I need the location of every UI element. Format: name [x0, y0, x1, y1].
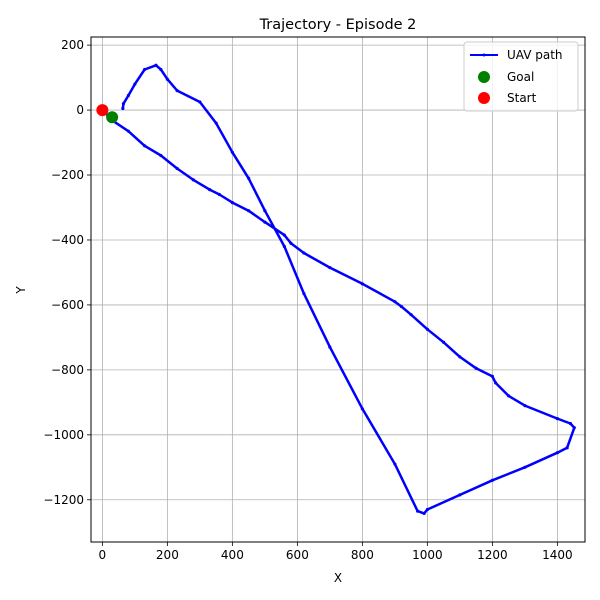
uav-path-point [121, 106, 125, 111]
legend-label-goal: Goal [507, 70, 534, 84]
uav-path-line [101, 64, 576, 515]
goal-marker [106, 111, 119, 124]
y-tick-label: −400 [51, 233, 84, 247]
legend-label-start: Start [507, 91, 537, 105]
uav-path-point [409, 313, 413, 317]
legend-label-uav-path: UAV path [507, 48, 563, 62]
x-grid [101, 37, 558, 542]
x-tick-label: 1400 [542, 548, 573, 562]
y-tick-label: 200 [61, 38, 84, 52]
uav-path-point [302, 251, 306, 255]
y-tick-label: −1000 [43, 428, 84, 442]
x-axis-ticks: 0 200 400 600 800 1000 1200 1400 [99, 542, 573, 562]
uav-path-point [422, 511, 426, 516]
uav-path-point [154, 63, 158, 67]
y-tick-label: −600 [51, 298, 84, 312]
uav-path-point [282, 233, 286, 237]
x-tick-label: 600 [286, 548, 309, 562]
uav-path-point [282, 244, 286, 249]
uav-path-point [208, 188, 212, 192]
x-tick-label: 0 [99, 548, 107, 562]
uav-path-point [442, 340, 446, 344]
x-tick-label: 200 [156, 548, 179, 562]
uav-path-point [143, 144, 147, 148]
uav-path-point [555, 451, 559, 455]
uav-path-point [302, 291, 306, 296]
uav-path-point [507, 394, 511, 398]
uav-path-point [289, 241, 293, 245]
x-axis-label: X [334, 571, 342, 585]
plot-frame [90, 36, 586, 543]
uav-path-point [126, 129, 130, 133]
uav-path-point [360, 282, 364, 286]
uav-path-point [523, 465, 527, 469]
uav-path-point [159, 67, 163, 72]
marker-layer [96, 104, 119, 124]
uav-path-point [328, 265, 332, 270]
uav-path-point [191, 178, 195, 182]
uav-path-point [393, 462, 397, 466]
y-axis-ticks: 200 0 −200 −400 −600 −800 −1000 −1200 [43, 38, 91, 507]
uav-path-point [175, 166, 179, 171]
uav-path-point [565, 446, 569, 450]
legend-box [463, 41, 579, 112]
uav-path-point [494, 381, 498, 385]
uav-path-point [247, 176, 251, 180]
x-tick-label: 1000 [412, 548, 443, 562]
uav-path-point [121, 101, 126, 106]
uav-path-point [474, 366, 478, 370]
uav-path-point [126, 93, 130, 98]
uav-path-point [328, 345, 332, 349]
y-tick-label: −200 [51, 168, 84, 182]
uav-path-point [165, 77, 169, 81]
uav-path-point [572, 426, 576, 430]
legend-marker-start [478, 92, 490, 104]
plot-area [91, 37, 585, 542]
uav-path-point [247, 209, 251, 213]
uav-path-point [555, 416, 559, 421]
uav-path-point [399, 304, 403, 309]
uav-path-point [523, 404, 527, 408]
legend: UAV path Goal Start [463, 41, 579, 112]
y-tick-label: 0 [76, 103, 84, 117]
uav-path-point [458, 493, 462, 497]
uav-path-point [175, 88, 179, 93]
x-tick-label: 800 [351, 548, 374, 562]
uav-path-point [425, 507, 429, 512]
uav-path-point [133, 82, 137, 86]
uav-path-point [214, 121, 218, 125]
uav-path-point [393, 300, 397, 304]
uav-path-point [263, 220, 267, 224]
uav-path-point [425, 327, 429, 331]
uav-path-point [568, 421, 572, 426]
uav-path-point [458, 355, 462, 359]
start-marker [96, 104, 109, 117]
uav-path-point [217, 192, 221, 197]
x-tick-label: 1200 [477, 548, 508, 562]
legend-marker-goal [478, 71, 490, 83]
uav-path-point [230, 150, 234, 154]
y-tick-label: −800 [51, 363, 84, 377]
uav-path-point [360, 407, 364, 411]
uav-path-point [416, 509, 420, 513]
uav-path-point [490, 374, 494, 378]
legend-marker-uav-path [482, 53, 486, 57]
y-axis-label: Y [14, 286, 28, 295]
uav-path-point [198, 100, 202, 104]
uav-path-point [263, 209, 267, 213]
uav-path-point [159, 153, 163, 158]
uav-path-point [490, 478, 494, 482]
uav-path-point [143, 67, 147, 72]
uav-path-point [230, 201, 234, 205]
y-tick-label: −1200 [43, 493, 84, 507]
x-tick-label: 400 [221, 548, 244, 562]
chart-title: Trajectory - Episode 2 [259, 17, 417, 33]
